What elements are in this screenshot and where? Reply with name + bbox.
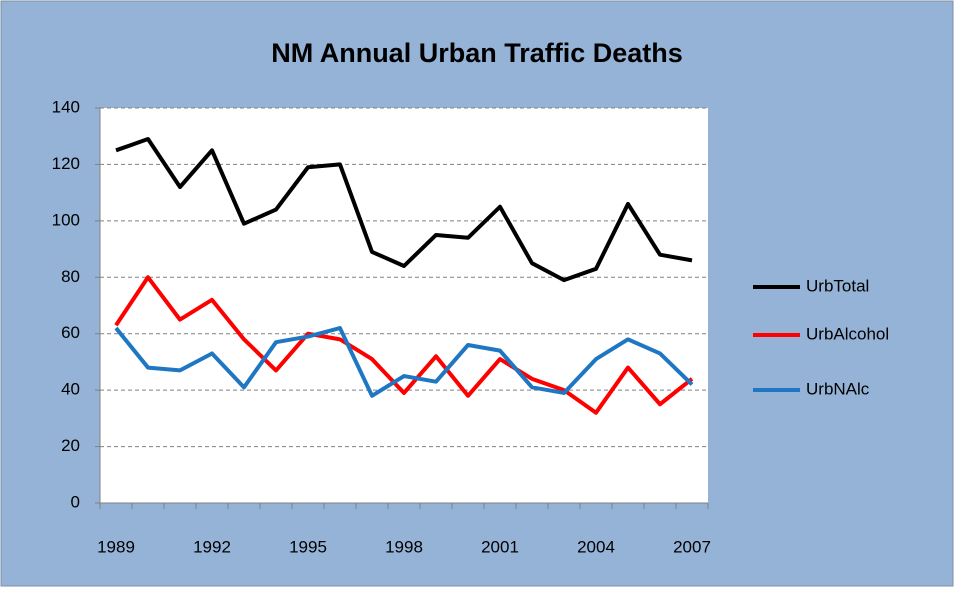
x-tick-label: 2007 bbox=[673, 537, 711, 556]
x-tick-label: 1992 bbox=[193, 537, 231, 556]
y-tick-label: 80 bbox=[61, 267, 80, 286]
data-line bbox=[114, 275, 694, 415]
x-tick-label: 2001 bbox=[481, 537, 519, 556]
legend-label: UrbNAlc bbox=[806, 379, 870, 398]
x-tick-label: 1989 bbox=[97, 537, 135, 556]
y-tick-label: 140 bbox=[52, 97, 80, 116]
y-tick-label: 0 bbox=[71, 492, 80, 511]
legend-label: UrbAlcohol bbox=[806, 324, 889, 343]
chart-title: NM Annual Urban Traffic Deaths bbox=[271, 38, 683, 68]
legend-label: UrbTotal bbox=[806, 276, 869, 295]
y-tick-label: 40 bbox=[61, 380, 80, 399]
y-tick-label: 20 bbox=[61, 436, 80, 455]
x-tick-label: 1998 bbox=[385, 537, 423, 556]
y-tick-label: 120 bbox=[52, 154, 80, 173]
x-tick-label: 1995 bbox=[289, 537, 327, 556]
plot-area bbox=[100, 108, 708, 503]
x-tick-label: 2004 bbox=[577, 537, 615, 556]
y-tick-label: 100 bbox=[52, 210, 80, 229]
y-tick-label: 60 bbox=[61, 323, 80, 342]
data-line bbox=[114, 326, 694, 398]
data-line bbox=[115, 137, 693, 283]
